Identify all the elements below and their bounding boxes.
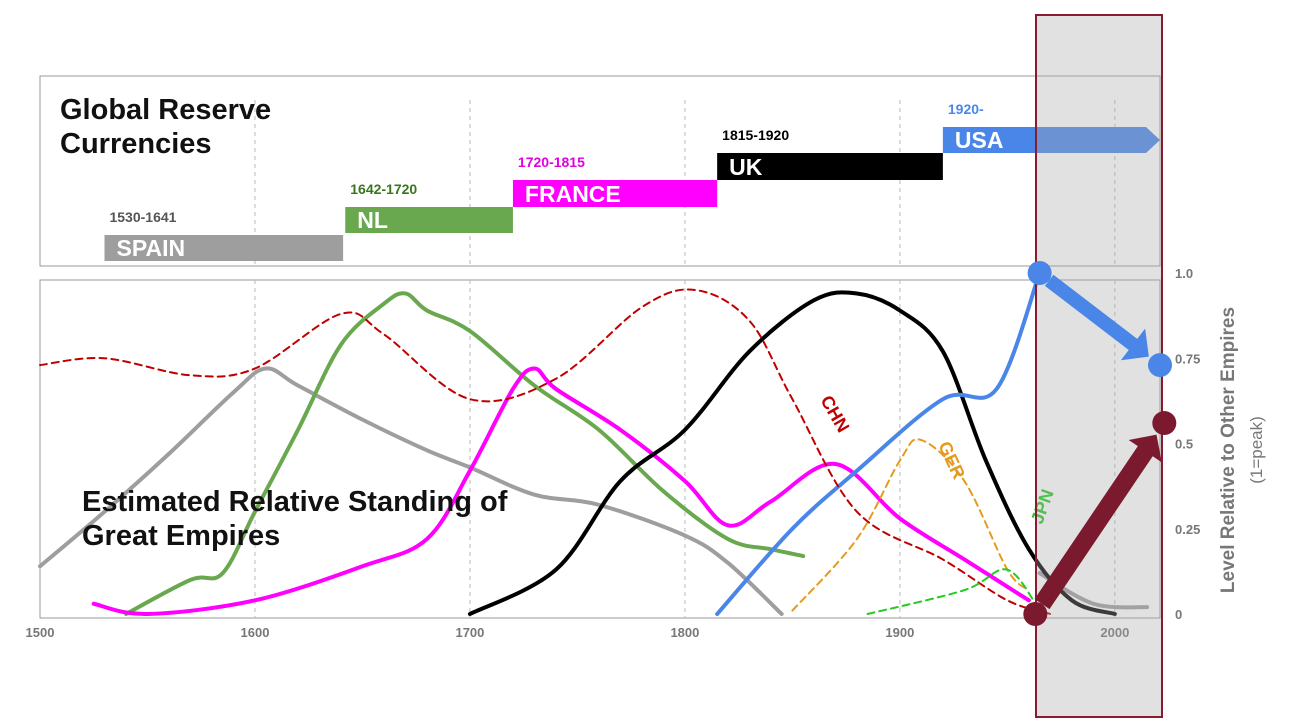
series-line [39,288,1052,615]
bar-label: UK [729,154,763,180]
timeline-title: Global Reserve Currencies [60,94,272,160]
x-tick-label: 1800 [670,625,699,640]
y-tick-label: 1.0 [1175,266,1193,281]
plot-panel [39,279,1161,619]
period-label: 1920- [948,101,984,117]
bar-label: FRANCE [525,181,621,207]
series-line [123,291,806,616]
x-tick-label: 1700 [455,625,484,640]
bar-label: USA [955,127,1004,153]
period-label: 1815-1920 [722,127,789,143]
period-label: 1642-1720 [350,181,417,197]
y-axis-sublabel: (1=peak) [1247,416,1266,484]
highlight-region [1035,14,1163,718]
y-tick-label: 0.75 [1175,351,1200,366]
currency-bar [104,235,344,261]
currency-bar [512,180,718,207]
timeline-panel [39,75,1161,267]
y-tick-label: 0.5 [1175,437,1193,452]
currency-bar [942,127,1160,153]
annotation-dot [1148,353,1172,378]
annotation-dot [1023,602,1048,626]
bar-label: SPAIN [116,235,185,261]
annotation-arrow [1044,274,1149,361]
annotation-arrow [1034,434,1162,610]
y-tick-label: 0 [1175,607,1182,622]
series-line [866,568,1041,615]
currency-bar [717,153,943,180]
x-tick-label: 1900 [885,625,914,640]
annotation-dot [1027,261,1052,285]
currency-bar [345,207,513,233]
series-line [467,290,1117,616]
y-tick-label: 0.25 [1175,522,1200,537]
x-tick-label: 1500 [26,625,55,640]
bar-label: NL [357,207,388,233]
x-tick-label: 1600 [241,625,270,640]
y-axis-label: Level Relative to Other Empires [1218,307,1239,593]
x-tick-label: 2000 [1100,625,1129,640]
period-label: 1530-1641 [109,209,176,225]
chart-title: Estimated Relative Standing of Great Emp… [82,486,508,552]
annotation-dot [1152,411,1177,436]
series-line [715,271,1042,616]
period-label: 1720-1815 [518,154,585,170]
